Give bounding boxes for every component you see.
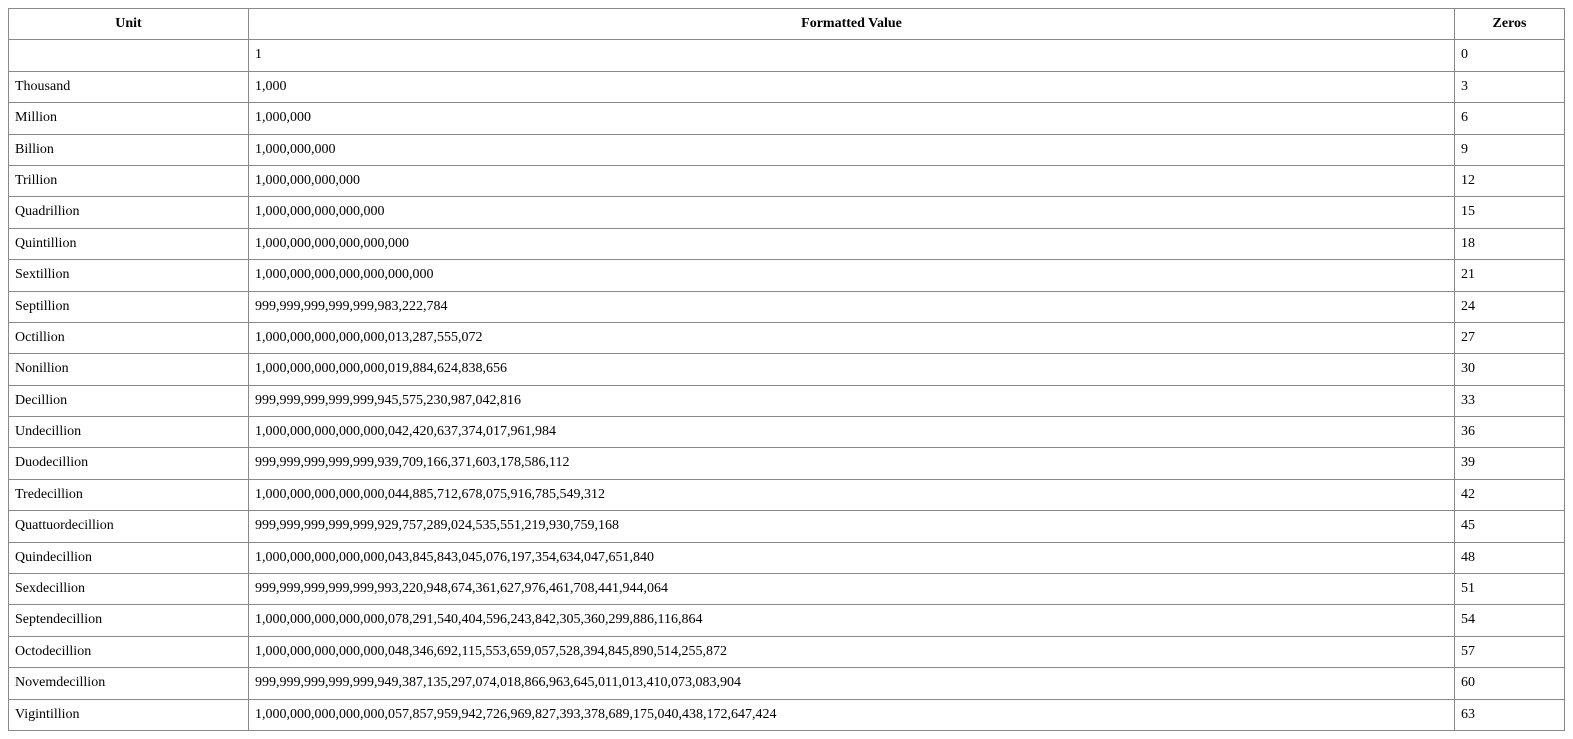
cell-zeros: 15 xyxy=(1455,197,1565,228)
table-row: Octillion1,000,000,000,000,000,013,287,5… xyxy=(9,322,1565,353)
cell-unit: Duodecillion xyxy=(9,448,249,479)
cell-zeros: 0 xyxy=(1455,40,1565,71)
cell-zeros: 39 xyxy=(1455,448,1565,479)
cell-formatted-value: 999,999,999,999,999,949,387,135,297,074,… xyxy=(249,668,1455,699)
cell-formatted-value: 1,000 xyxy=(249,71,1455,102)
table-row: Duodecillion999,999,999,999,999,939,709,… xyxy=(9,448,1565,479)
table-row: Octodecillion1,000,000,000,000,000,048,3… xyxy=(9,636,1565,667)
cell-unit: Billion xyxy=(9,134,249,165)
cell-formatted-value: 999,999,999,999,999,939,709,166,371,603,… xyxy=(249,448,1455,479)
cell-formatted-value: 1,000,000 xyxy=(249,103,1455,134)
cell-formatted-value: 999,999,999,999,999,993,220,948,674,361,… xyxy=(249,574,1455,605)
cell-unit: Novemdecillion xyxy=(9,668,249,699)
table-row: Quattuordecillion999,999,999,999,999,929… xyxy=(9,511,1565,542)
cell-zeros: 27 xyxy=(1455,322,1565,353)
cell-unit: Quindecillion xyxy=(9,542,249,573)
cell-zeros: 60 xyxy=(1455,668,1565,699)
cell-formatted-value: 1,000,000,000,000,000,048,346,692,115,55… xyxy=(249,636,1455,667)
cell-unit: Million xyxy=(9,103,249,134)
cell-unit xyxy=(9,40,249,71)
cell-zeros: 45 xyxy=(1455,511,1565,542)
table-row: Decillion999,999,999,999,999,945,575,230… xyxy=(9,385,1565,416)
cell-unit: Quattuordecillion xyxy=(9,511,249,542)
cell-formatted-value: 1,000,000,000,000,000,043,845,843,045,07… xyxy=(249,542,1455,573)
cell-formatted-value: 1,000,000,000,000,000,013,287,555,072 xyxy=(249,322,1455,353)
cell-unit: Octodecillion xyxy=(9,636,249,667)
table-row: Novemdecillion999,999,999,999,999,949,38… xyxy=(9,668,1565,699)
cell-unit: Quadrillion xyxy=(9,197,249,228)
cell-unit: Sexdecillion xyxy=(9,574,249,605)
table-row: Thousand1,0003 xyxy=(9,71,1565,102)
table-row: Quindecillion1,000,000,000,000,000,043,8… xyxy=(9,542,1565,573)
table-row: Sextillion1,000,000,000,000,000,000,0002… xyxy=(9,260,1565,291)
cell-zeros: 54 xyxy=(1455,605,1565,636)
table-row: Quadrillion1,000,000,000,000,00015 xyxy=(9,197,1565,228)
cell-formatted-value: 999,999,999,999,999,945,575,230,987,042,… xyxy=(249,385,1455,416)
cell-unit: Tredecillion xyxy=(9,479,249,510)
cell-unit: Decillion xyxy=(9,385,249,416)
table-row: Tredecillion1,000,000,000,000,000,044,88… xyxy=(9,479,1565,510)
table-row: Trillion1,000,000,000,00012 xyxy=(9,165,1565,196)
cell-zeros: 30 xyxy=(1455,354,1565,385)
table-row: Million1,000,0006 xyxy=(9,103,1565,134)
cell-formatted-value: 999,999,999,999,999,983,222,784 xyxy=(249,291,1455,322)
column-header-zeros: Zeros xyxy=(1455,9,1565,40)
table-row: Quintillion1,000,000,000,000,000,00018 xyxy=(9,228,1565,259)
cell-formatted-value: 1,000,000,000,000,000,042,420,637,374,01… xyxy=(249,417,1455,448)
table-row: Vigintillion1,000,000,000,000,000,057,85… xyxy=(9,699,1565,730)
cell-formatted-value: 1,000,000,000 xyxy=(249,134,1455,165)
cell-zeros: 18 xyxy=(1455,228,1565,259)
column-header-formatted-value: Formatted Value xyxy=(249,9,1455,40)
cell-formatted-value: 999,999,999,999,999,929,757,289,024,535,… xyxy=(249,511,1455,542)
cell-zeros: 33 xyxy=(1455,385,1565,416)
cell-unit: Vigintillion xyxy=(9,699,249,730)
cell-zeros: 51 xyxy=(1455,574,1565,605)
cell-unit: Septillion xyxy=(9,291,249,322)
cell-zeros: 63 xyxy=(1455,699,1565,730)
cell-zeros: 36 xyxy=(1455,417,1565,448)
cell-unit: Undecillion xyxy=(9,417,249,448)
cell-unit: Trillion xyxy=(9,165,249,196)
table-row: Septendecillion1,000,000,000,000,000,078… xyxy=(9,605,1565,636)
cell-formatted-value: 1,000,000,000,000,000,078,291,540,404,59… xyxy=(249,605,1455,636)
cell-zeros: 57 xyxy=(1455,636,1565,667)
cell-unit: Thousand xyxy=(9,71,249,102)
table-header-row: Unit Formatted Value Zeros xyxy=(9,9,1565,40)
cell-formatted-value: 1,000,000,000,000,000,000,000 xyxy=(249,260,1455,291)
cell-unit: Septendecillion xyxy=(9,605,249,636)
table-body: 10Thousand1,0003Million1,000,0006Billion… xyxy=(9,40,1565,731)
cell-unit: Sextillion xyxy=(9,260,249,291)
cell-zeros: 12 xyxy=(1455,165,1565,196)
cell-formatted-value: 1 xyxy=(249,40,1455,71)
cell-zeros: 3 xyxy=(1455,71,1565,102)
table-row: 10 xyxy=(9,40,1565,71)
cell-zeros: 21 xyxy=(1455,260,1565,291)
cell-zeros: 6 xyxy=(1455,103,1565,134)
cell-zeros: 24 xyxy=(1455,291,1565,322)
cell-formatted-value: 1,000,000,000,000 xyxy=(249,165,1455,196)
cell-formatted-value: 1,000,000,000,000,000,044,885,712,678,07… xyxy=(249,479,1455,510)
cell-unit: Octillion xyxy=(9,322,249,353)
table-row: Undecillion1,000,000,000,000,000,042,420… xyxy=(9,417,1565,448)
table-row: Sexdecillion999,999,999,999,999,993,220,… xyxy=(9,574,1565,605)
column-header-unit: Unit xyxy=(9,9,249,40)
cell-zeros: 48 xyxy=(1455,542,1565,573)
number-units-table: Unit Formatted Value Zeros 10Thousand1,0… xyxy=(8,8,1565,731)
cell-unit: Nonillion xyxy=(9,354,249,385)
cell-zeros: 9 xyxy=(1455,134,1565,165)
cell-unit: Quintillion xyxy=(9,228,249,259)
cell-formatted-value: 1,000,000,000,000,000,057,857,959,942,72… xyxy=(249,699,1455,730)
table-row: Nonillion1,000,000,000,000,000,019,884,6… xyxy=(9,354,1565,385)
cell-formatted-value: 1,000,000,000,000,000,019,884,624,838,65… xyxy=(249,354,1455,385)
cell-formatted-value: 1,000,000,000,000,000 xyxy=(249,197,1455,228)
cell-formatted-value: 1,000,000,000,000,000,000 xyxy=(249,228,1455,259)
table-row: Billion1,000,000,0009 xyxy=(9,134,1565,165)
table-row: Septillion999,999,999,999,999,983,222,78… xyxy=(9,291,1565,322)
cell-zeros: 42 xyxy=(1455,479,1565,510)
